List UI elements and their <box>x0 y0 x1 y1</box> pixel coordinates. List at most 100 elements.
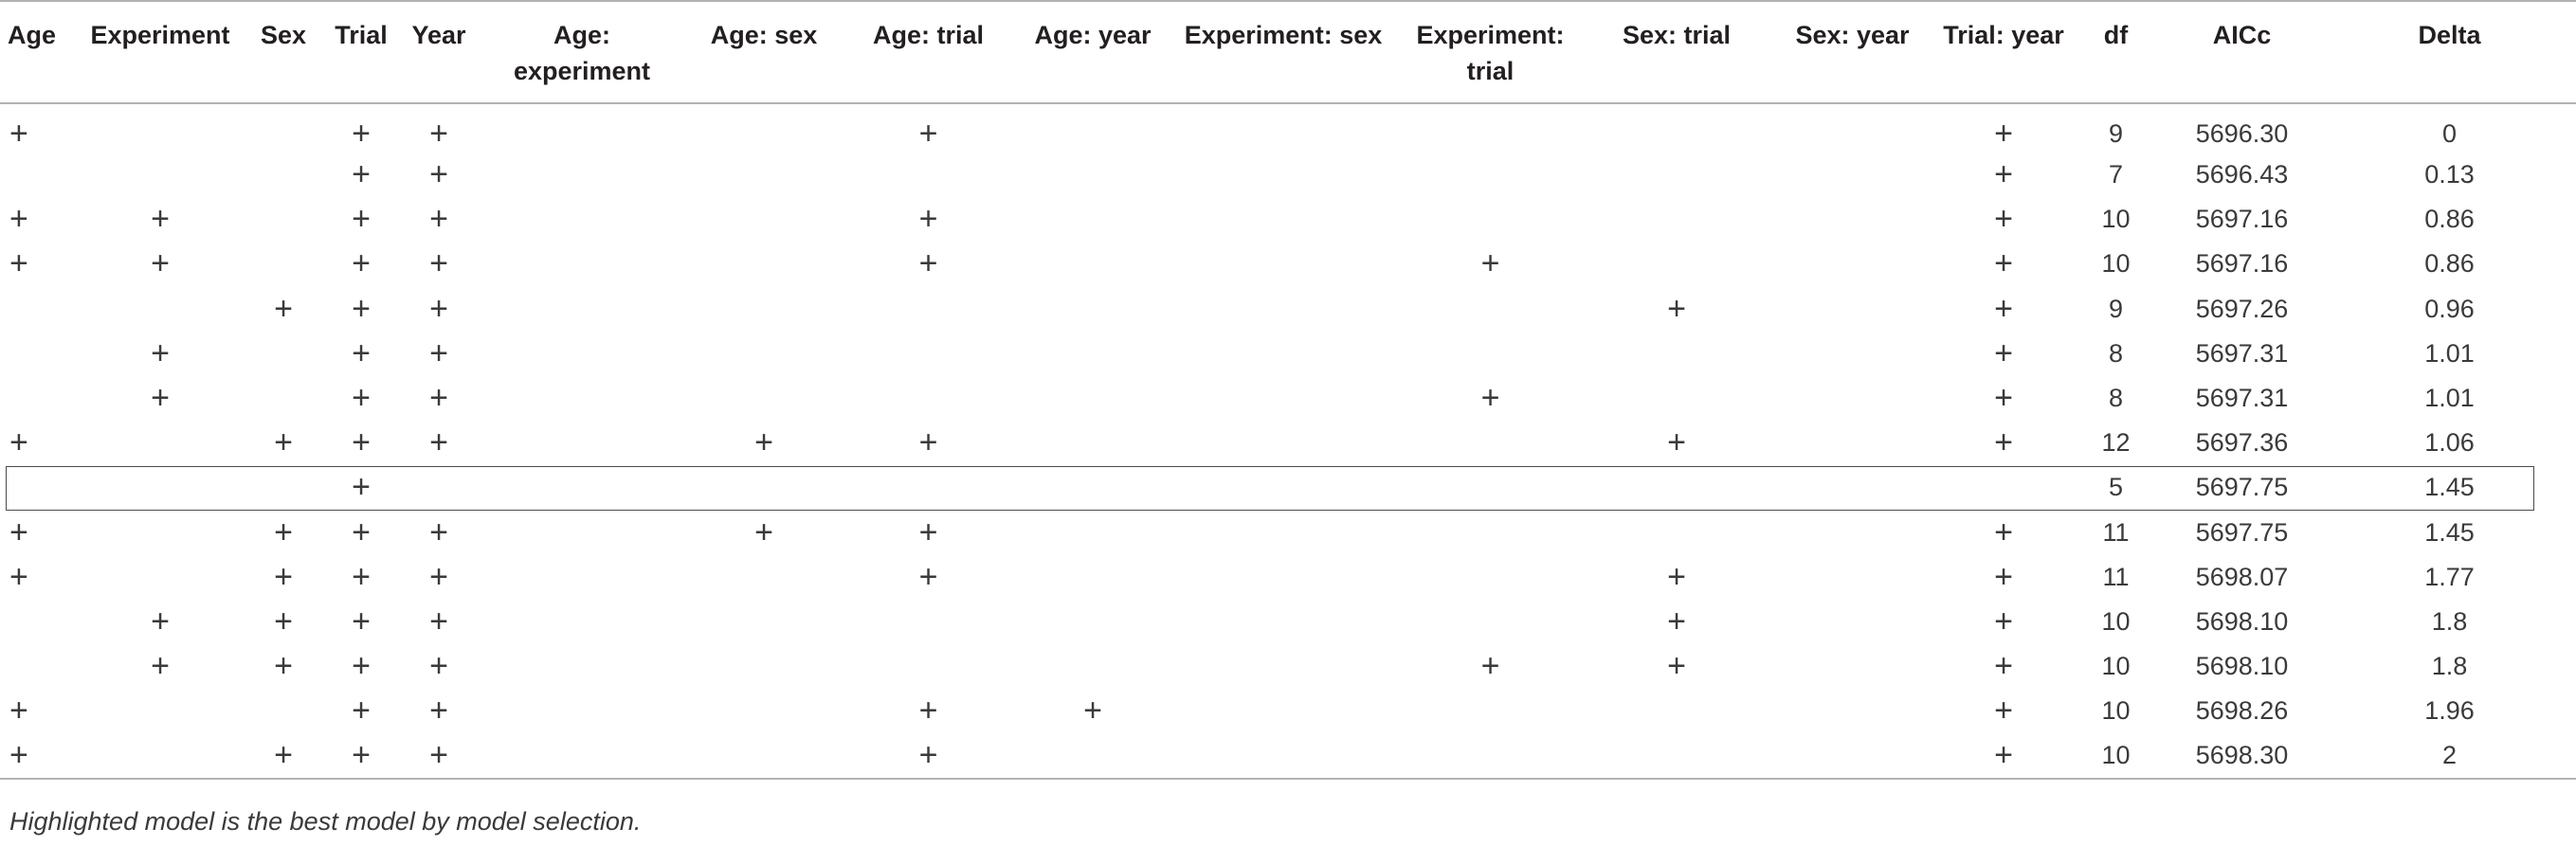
term-cell <box>842 376 1015 421</box>
term-cell <box>1015 332 1170 376</box>
term-cell: + <box>1936 197 2071 242</box>
term-cell <box>0 332 76 376</box>
delta-cell: 1.45 <box>2424 473 2475 502</box>
term-cell <box>245 103 322 153</box>
term-cell: + <box>0 197 76 242</box>
term-cell: + <box>1936 555 2071 600</box>
term-cell <box>1769 511 1936 555</box>
term-cell <box>478 242 686 286</box>
term-cell <box>1170 689 1396 733</box>
df-cell: 5 <box>2108 473 2124 502</box>
term-cell: + <box>1396 242 1585 286</box>
table-row: + + + + + +10 5698.30 2 <box>0 733 2576 780</box>
delta-cell: 0 <box>2441 119 2458 148</box>
header-experiment: Experiment <box>76 0 245 104</box>
term-cell <box>1015 287 1170 332</box>
term-included-mark: + <box>1994 558 2013 595</box>
delta-cell: 1.8 <box>2431 606 2468 636</box>
table-row: + + + + + + +10 5698.10 1.8 <box>0 644 2576 689</box>
term-included-mark: + <box>429 513 448 550</box>
term-included-mark: + <box>429 424 448 461</box>
term-included-mark: + <box>9 201 28 238</box>
df-cell: 8 <box>2108 338 2124 368</box>
table-row: + + + + +9 5697.26 0.96 <box>0 287 2576 332</box>
term-included-mark: + <box>352 513 371 550</box>
delta-cell: 0.13 <box>2424 160 2475 189</box>
term-cell <box>245 153 322 197</box>
term-cell: + <box>842 103 1015 153</box>
term-included-mark: + <box>352 245 371 282</box>
term-cell: + <box>1585 421 1769 465</box>
term-cell <box>478 103 686 153</box>
aicc-cell: 5698.30 <box>2161 733 2323 780</box>
term-cell: + <box>76 376 245 421</box>
term-included-mark: + <box>1994 648 2013 685</box>
term-included-mark: + <box>429 290 448 327</box>
term-included-mark: + <box>1994 245 2013 282</box>
df-cell: 8 <box>2108 384 2124 413</box>
aicc-cell: 5698.07 <box>2195 562 2289 591</box>
term-included-mark: + <box>9 737 28 774</box>
term-cell: + <box>400 600 478 644</box>
term-included-mark: + <box>1667 424 1686 461</box>
df-cell: 10 <box>2101 606 2131 636</box>
term-cell <box>1015 465 1170 510</box>
term-cell <box>478 376 686 421</box>
term-included-mark: + <box>151 245 170 282</box>
term-cell: + <box>842 733 1015 780</box>
term-cell: + <box>245 555 322 600</box>
term-cell <box>1396 511 1585 555</box>
term-cell: + <box>400 103 478 153</box>
term-cell <box>1015 555 1170 600</box>
term-cell <box>76 153 245 197</box>
term-cell: + <box>245 733 322 780</box>
term-cell <box>1769 689 1936 733</box>
term-included-mark: + <box>429 648 448 685</box>
term-cell: + <box>1585 600 1769 644</box>
term-cell <box>1015 644 1170 689</box>
term-included-mark: + <box>918 737 938 774</box>
term-cell: + <box>0 511 76 555</box>
term-cell <box>842 287 1015 332</box>
df-cell: 10 <box>2071 733 2161 780</box>
term-included-mark: + <box>352 334 371 371</box>
term-cell: + <box>1936 153 2071 197</box>
term-included-mark: + <box>918 116 938 152</box>
term-cell <box>842 644 1015 689</box>
term-cell <box>1396 555 1585 600</box>
df-cell: 9 <box>2108 119 2124 148</box>
term-cell: + <box>1396 644 1585 689</box>
term-cell <box>1170 153 1396 197</box>
term-included-mark: + <box>429 156 448 193</box>
term-cell: + <box>400 733 478 780</box>
term-cell <box>76 465 245 510</box>
term-cell <box>1585 689 1769 733</box>
delta-cell: 1.8 <box>2431 652 2468 681</box>
term-cell: + <box>842 197 1015 242</box>
delta-cell: 0.86 <box>2424 249 2475 279</box>
term-included-mark: + <box>352 380 371 417</box>
term-included-mark: + <box>274 648 293 685</box>
term-cell <box>76 689 245 733</box>
term-cell: + <box>76 600 245 644</box>
term-cell <box>686 153 842 197</box>
term-cell <box>842 600 1015 644</box>
term-cell: + <box>400 197 478 242</box>
term-cell: + <box>400 511 478 555</box>
term-included-mark: + <box>1480 245 1500 282</box>
term-cell: + <box>322 733 400 780</box>
term-cell: + <box>245 644 322 689</box>
term-included-mark: + <box>352 156 371 193</box>
term-cell <box>1769 332 1936 376</box>
term-cell: + <box>686 421 842 465</box>
term-included-mark: + <box>1667 558 1686 595</box>
term-included-mark: + <box>352 693 371 729</box>
term-cell <box>1396 103 1585 153</box>
term-cell: + <box>400 376 478 421</box>
term-included-mark: + <box>918 424 938 461</box>
df-cell: 11 <box>2102 562 2130 591</box>
term-cell <box>245 689 322 733</box>
delta-cell: 1.01 <box>2424 338 2475 368</box>
term-cell <box>1170 103 1396 153</box>
term-cell <box>1769 465 1936 510</box>
